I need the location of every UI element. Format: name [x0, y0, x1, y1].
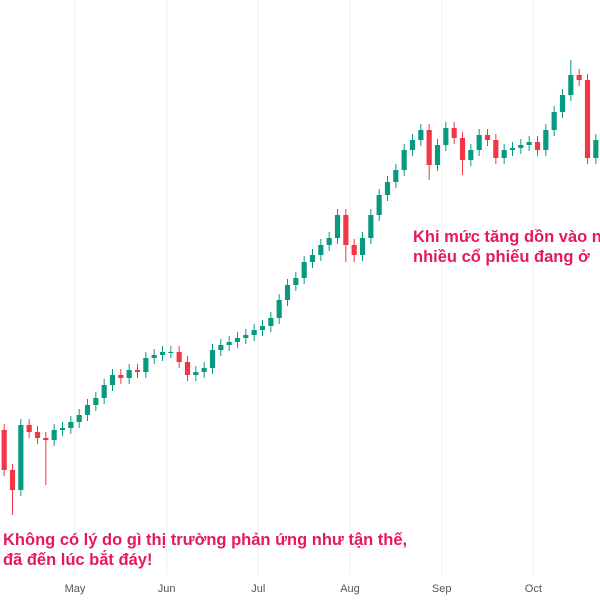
candle-body — [301, 262, 307, 278]
candle-body — [334, 215, 341, 238]
candle-body — [159, 352, 166, 355]
candle-body — [201, 368, 207, 372]
annotation: Khi mức tăng dồn vào n — [413, 228, 600, 246]
candles — [1, 60, 599, 515]
candle-body — [568, 75, 574, 95]
x-tick-label: May — [65, 583, 86, 595]
candle-body — [193, 372, 199, 375]
candle-body — [93, 398, 99, 405]
candle-body — [359, 238, 366, 255]
candle-body — [143, 358, 149, 372]
candle-body — [284, 285, 291, 300]
candle-body — [434, 145, 441, 165]
candle-body — [43, 438, 49, 440]
candle-body — [368, 215, 374, 238]
candle-body — [509, 148, 516, 150]
candle-body — [468, 150, 474, 160]
candle-body — [68, 422, 74, 428]
candle-body — [293, 278, 299, 285]
candle-body — [109, 375, 116, 385]
candle-body — [418, 130, 424, 140]
candle-body — [518, 145, 524, 148]
candle-body — [351, 245, 357, 255]
candle-body — [51, 430, 57, 440]
candle-body — [76, 415, 82, 422]
candle-body — [426, 130, 432, 165]
candle-body — [451, 128, 457, 138]
candle-body — [343, 215, 349, 245]
candle-body — [234, 338, 241, 342]
candle-body — [593, 140, 599, 158]
candle-body — [318, 245, 324, 255]
candle-body — [409, 140, 416, 150]
annotation: Không có lý do gì thị trường phản ứng nh… — [3, 531, 407, 549]
candle-body — [476, 135, 482, 150]
candle-body — [576, 75, 582, 80]
candle-body — [484, 135, 491, 140]
candle-body — [1, 430, 7, 470]
x-tick-label: Sep — [432, 583, 452, 595]
candle-body — [393, 170, 399, 182]
candle-body — [126, 370, 132, 378]
candle-body — [493, 140, 499, 158]
x-tick-label: Jun — [158, 583, 176, 595]
candle-body — [551, 112, 557, 130]
candle-body — [534, 142, 541, 150]
candle-body — [168, 352, 174, 353]
candle-body — [209, 350, 216, 368]
candle-body — [559, 95, 566, 112]
candle-body — [84, 405, 91, 415]
candle-body — [268, 318, 274, 326]
candle-body — [118, 375, 124, 378]
candle-body — [134, 370, 141, 372]
candle-body — [184, 362, 191, 375]
candle-body — [101, 385, 107, 398]
annotation: nhiều cổ phiếu đang ở — [413, 248, 590, 266]
candle-body — [251, 330, 257, 335]
candle-body — [34, 432, 41, 438]
candle-body — [276, 300, 282, 318]
grid — [74, 0, 534, 575]
candle-body — [501, 150, 507, 158]
candle-body — [443, 128, 449, 145]
candle-body — [176, 352, 182, 362]
x-tick-label: Oct — [525, 583, 542, 595]
candle-body — [543, 130, 549, 150]
candle-body — [401, 150, 407, 170]
candle-body — [526, 142, 532, 145]
candle-body — [584, 80, 591, 158]
annotation: đã đến lúc bắt đáy! — [3, 550, 152, 569]
candle-body — [9, 470, 16, 490]
candle-body — [59, 428, 66, 430]
candle-body — [226, 342, 232, 345]
candle-body — [259, 326, 266, 330]
candle-body — [243, 335, 249, 338]
candle-body — [26, 425, 32, 432]
candle-body — [384, 182, 391, 195]
candle-body — [218, 345, 224, 350]
candle-body — [151, 355, 157, 358]
candle-body — [18, 425, 24, 490]
x-tick-label: Jul — [251, 583, 265, 595]
x-tick-label: Aug — [340, 583, 360, 595]
candle-body — [376, 195, 382, 215]
candle-body — [459, 138, 466, 160]
candle-body — [326, 238, 332, 245]
candle-body — [309, 255, 316, 262]
